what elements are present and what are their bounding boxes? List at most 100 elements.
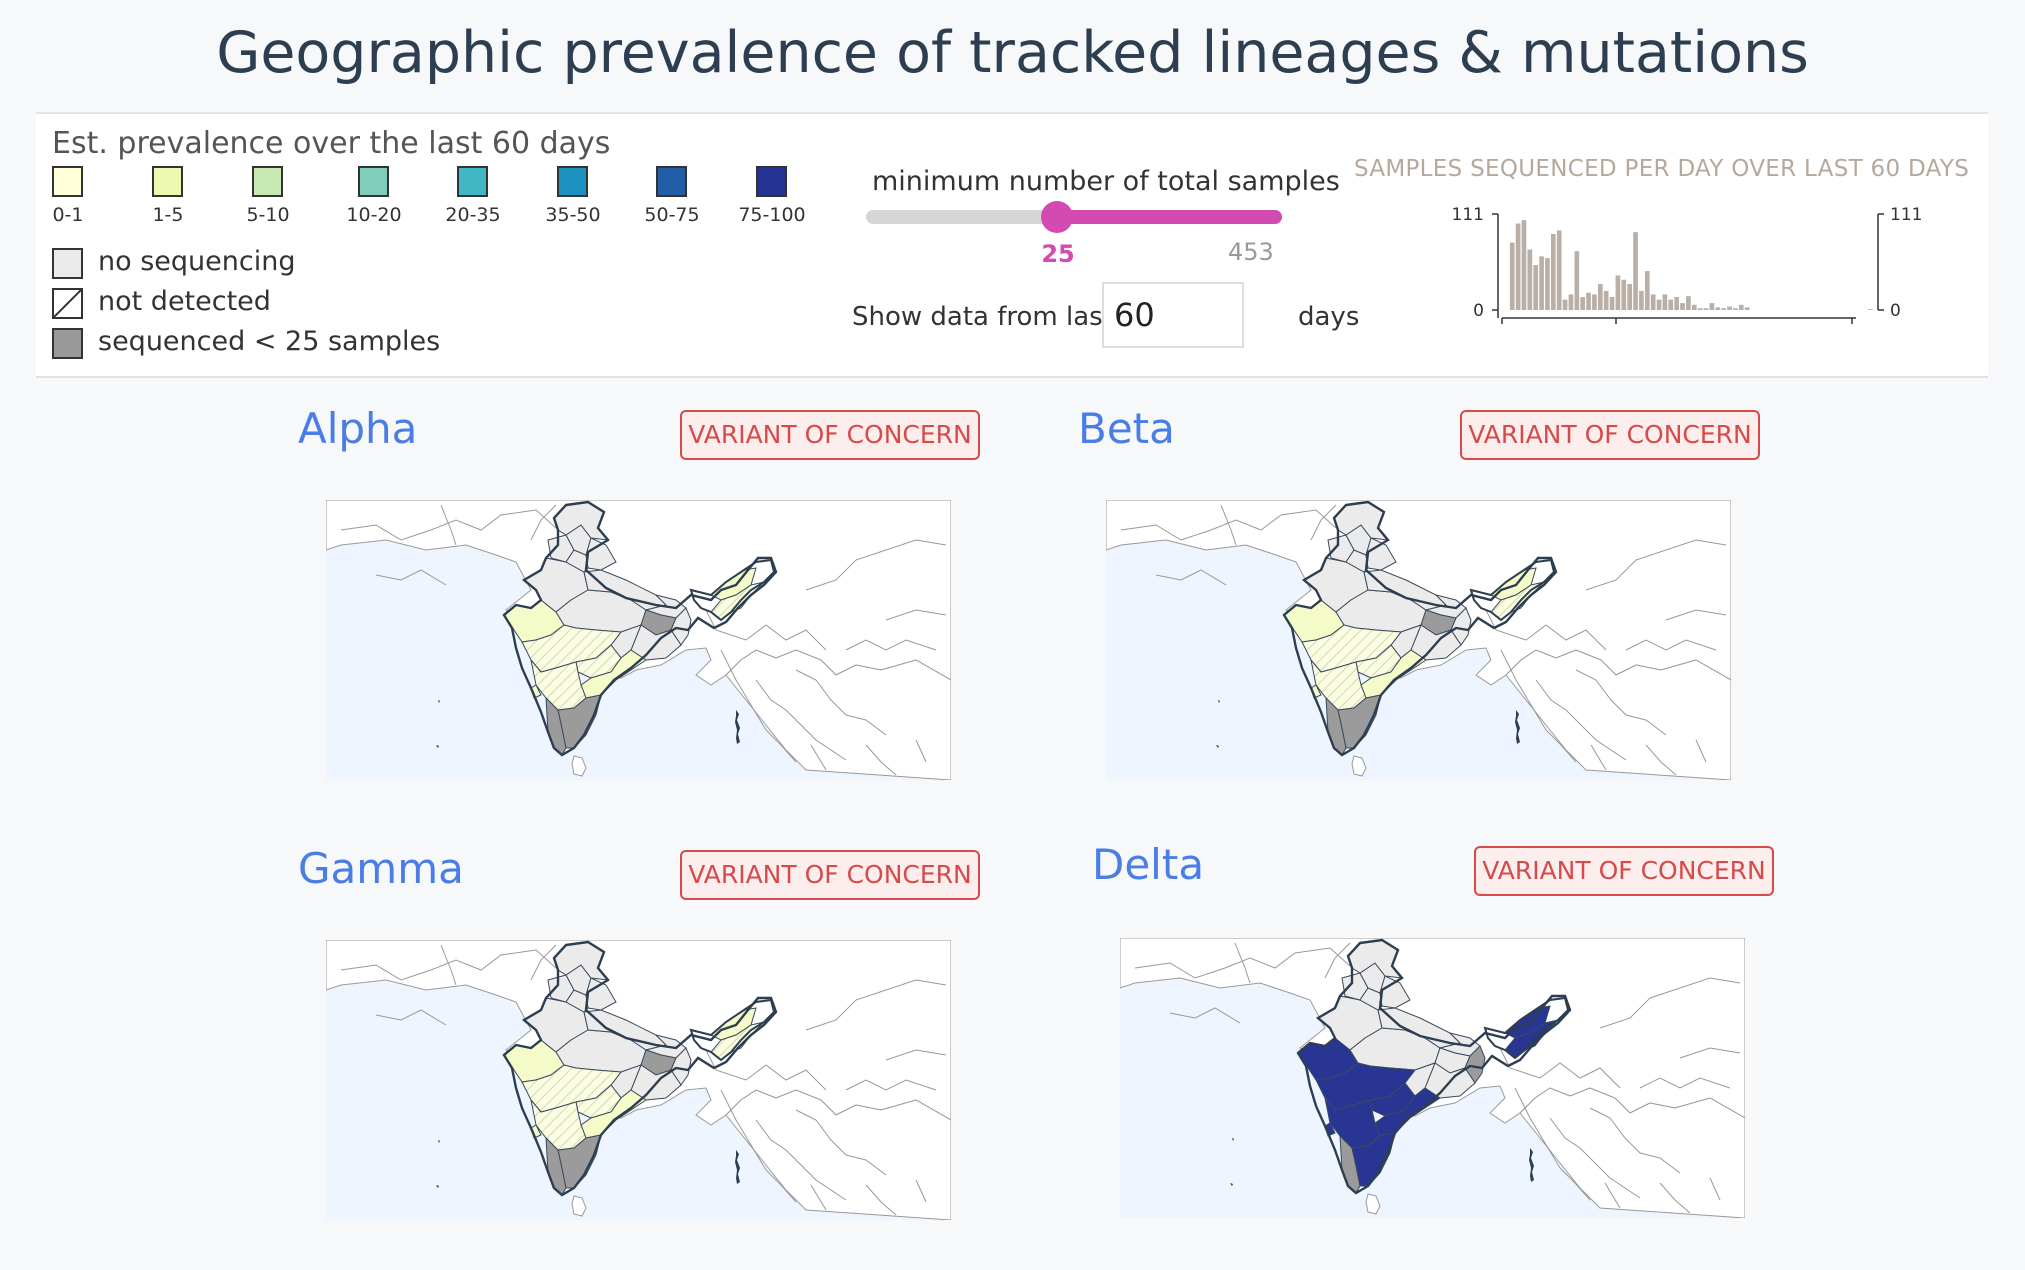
neighbor-border [1695, 739, 1707, 763]
neighbor-border [340, 949, 557, 981]
state-karnataka[interactable] [530, 659, 587, 711]
legend-label-20-35: 20-35 [445, 204, 501, 226]
choropleth-map-beta[interactable] [1106, 500, 1731, 780]
choropleth-map-delta[interactable] [1120, 938, 1745, 1218]
state-tamilnadu[interactable] [557, 1134, 602, 1189]
state-tamilnadu[interactable] [1337, 694, 1382, 749]
island [436, 1185, 439, 1188]
legend-swatch-50-75 [656, 166, 687, 197]
hist-bar [1592, 294, 1597, 310]
hist-bar [1509, 242, 1515, 310]
neighbor-border [720, 1089, 797, 1203]
hist-bar [1703, 308, 1709, 310]
hist-bar [1539, 256, 1544, 310]
neighbor-border [1679, 1047, 1741, 1059]
neighbor-border [1604, 1182, 1621, 1209]
min-samples-slider-fill [1057, 210, 1282, 224]
neighbor-border [705, 1049, 827, 1091]
hist-bar [1633, 232, 1638, 310]
neighbor-border [885, 609, 947, 621]
days-input[interactable] [1102, 282, 1244, 348]
hist-ymin-right: 0 [1890, 301, 1901, 321]
neighbor-border [1659, 1182, 1691, 1214]
no-sequencing-swatch [52, 248, 83, 279]
island [1232, 1138, 1234, 1141]
neighbor-border [705, 609, 827, 651]
northeast-outline [689, 558, 776, 622]
hist-bar [1586, 292, 1591, 310]
neighbor-border [1234, 942, 1251, 984]
hist-bar [1562, 299, 1568, 310]
state-karnataka[interactable] [1324, 1097, 1381, 1149]
hist-bar [1868, 309, 1873, 310]
page-title: Geographic prevalence of tracked lineage… [216, 20, 1809, 86]
neighbor-border [885, 1049, 947, 1061]
island [1218, 700, 1220, 703]
andaman-islands [1529, 1148, 1534, 1182]
hist-bar [1686, 296, 1691, 310]
min-samples-slider-handle[interactable] [1041, 201, 1074, 233]
island [438, 700, 440, 703]
hist-bar [1662, 294, 1668, 310]
legend-swatch-75-100 [756, 166, 787, 197]
neighbor-border [1324, 942, 1351, 979]
legend-label-5-10: 5-10 [246, 204, 290, 226]
neighbor-border [1625, 639, 1717, 651]
legend-label-10-20: 10-20 [346, 204, 402, 226]
hist-bar [1515, 223, 1521, 310]
state-karnataka[interactable] [530, 1099, 587, 1151]
sri-lanka [571, 755, 587, 777]
northeast-outline [1483, 996, 1570, 1060]
hist-bar [1527, 249, 1533, 310]
hist-bar [1574, 251, 1580, 310]
hist-bar [1609, 297, 1615, 310]
neighbor-border [755, 679, 847, 761]
legend-label-1-5: 1-5 [152, 204, 184, 226]
hist-bar [1727, 306, 1732, 310]
hist-bar [1580, 297, 1586, 310]
samples-histogram: 111 0 111 0 August September [1452, 205, 1923, 330]
andaman-islands [735, 710, 740, 744]
neighbor-border [1120, 509, 1337, 541]
state-tamilnadu[interactable] [1351, 1132, 1396, 1187]
variant-name-gamma[interactable]: Gamma [298, 844, 464, 893]
neighbor-border [795, 669, 887, 736]
slider-max: 453 [1228, 238, 1274, 266]
no-sequencing-label: no sequencing [98, 246, 296, 277]
state-karnataka[interactable] [1310, 659, 1367, 711]
variant-name-beta[interactable]: Beta [1078, 404, 1175, 453]
sri-lanka [571, 1195, 587, 1217]
neighbor-border [1575, 669, 1667, 736]
neighbor-border [865, 1184, 897, 1216]
neighbor-border [440, 504, 457, 546]
hist-bar [1621, 279, 1627, 310]
hist-bar [1738, 304, 1744, 310]
hist-bar [1639, 290, 1644, 310]
legend-swatch-1-5 [152, 166, 183, 197]
neighbor-border [1585, 539, 1727, 591]
hist-ymax-left: 111 [1452, 205, 1484, 225]
low-samples-swatch [52, 328, 83, 359]
neighbor-border [845, 1079, 937, 1091]
hist-bar [1650, 294, 1656, 310]
northeast-outline [1469, 558, 1556, 622]
min-samples-slider-track[interactable] [866, 210, 1282, 224]
neighbor-border [530, 504, 557, 541]
variant-name-delta[interactable]: Delta [1092, 840, 1205, 889]
histogram-title: SAMPLES SEQUENCED PER DAY OVER LAST 60 D… [1354, 156, 1970, 182]
legend-title: Est. prevalence over the last 60 days [52, 126, 611, 161]
choropleth-map-gamma[interactable] [326, 940, 951, 1220]
hist-bar [1733, 308, 1738, 310]
state-tamilnadu[interactable] [557, 694, 602, 749]
sri-lanka [1351, 755, 1367, 777]
neighbor-border [1639, 1077, 1731, 1089]
legend-swatch-5-10 [252, 166, 283, 197]
variant-name-alpha[interactable]: Alpha [298, 404, 418, 453]
neighbor-border [1500, 649, 1577, 763]
legend-label-75-100: 75-100 [738, 204, 806, 226]
neighbor-border [805, 539, 947, 591]
legend-swatch-35-50 [557, 166, 588, 197]
choropleth-map-alpha[interactable] [326, 500, 951, 780]
southeast-asia-land [1519, 1087, 1745, 1218]
